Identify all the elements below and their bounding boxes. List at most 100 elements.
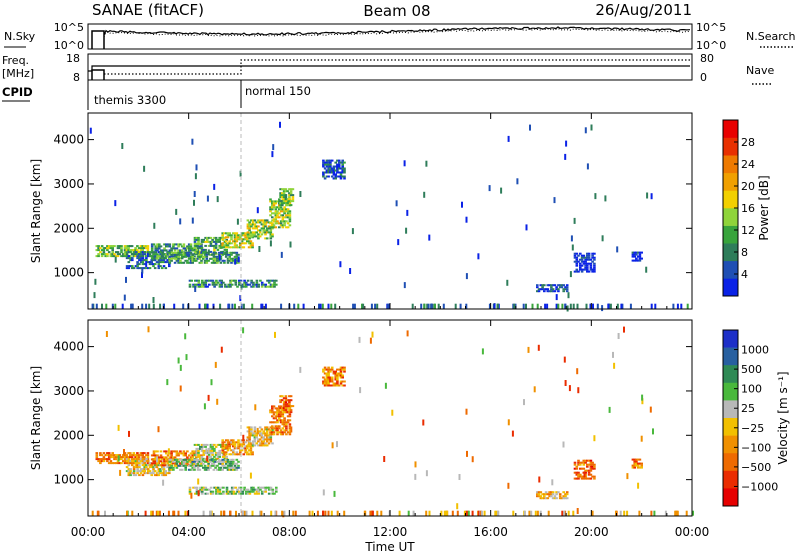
echo-cell — [620, 303, 623, 309]
echo-cell — [221, 236, 224, 239]
echo-cell — [276, 433, 279, 436]
echo-cell — [120, 245, 123, 248]
echo-cell — [161, 464, 165, 467]
echo-cell — [141, 458, 145, 461]
echo-cell — [173, 510, 176, 516]
echo-cell — [95, 249, 99, 252]
echo-cell — [157, 267, 161, 270]
echo-cell — [251, 451, 254, 454]
echo-cell — [264, 225, 267, 228]
echo-cell — [99, 460, 102, 463]
echo-cell — [162, 474, 166, 477]
echo-cell — [593, 252, 596, 255]
echo-cell — [262, 227, 265, 230]
echo-cell — [635, 462, 638, 465]
echo-cell — [327, 171, 330, 174]
echo-cell — [275, 488, 278, 491]
echo-cell — [129, 470, 132, 473]
echo-cell — [341, 165, 344, 168]
echo-cell — [553, 284, 557, 287]
echo-cell — [97, 255, 100, 258]
echo-cell — [274, 212, 278, 215]
echo-cell — [229, 492, 232, 495]
echo-cell — [264, 428, 267, 431]
echo-cell — [291, 194, 295, 197]
echo-cell — [257, 219, 260, 222]
echo-cell — [591, 465, 594, 468]
echo-cell — [276, 431, 279, 434]
echo-cell — [281, 224, 285, 227]
echo-cell — [593, 435, 596, 442]
echo-cell — [289, 395, 293, 398]
echo-cell — [237, 256, 240, 263]
echo-cell — [235, 451, 239, 454]
echo-cell — [168, 255, 172, 258]
echo-cell — [269, 227, 273, 230]
echo-cell — [288, 220, 292, 223]
echo-cell — [106, 247, 109, 250]
echo-cell — [308, 510, 311, 516]
echo-cell — [495, 510, 498, 516]
echo-cell — [539, 495, 543, 498]
echo-cell — [232, 451, 235, 454]
echo-cell — [586, 163, 589, 170]
echo-cell — [339, 380, 343, 383]
echo-cell — [218, 279, 222, 282]
echo-cell — [260, 440, 264, 443]
echo-cell — [166, 255, 170, 258]
echo-cell — [113, 462, 116, 465]
echo-cell — [278, 415, 281, 418]
echo-cell — [272, 206, 276, 209]
echo-cell — [143, 456, 146, 459]
echo-cell — [137, 247, 141, 250]
echo-cell — [261, 303, 264, 309]
echo-cell — [265, 444, 269, 447]
echo-cell — [189, 462, 193, 465]
echo-cell — [207, 464, 210, 467]
echo-cell — [339, 171, 343, 174]
echo-cell — [221, 443, 224, 446]
echo-cell — [339, 376, 343, 379]
echo-cell — [137, 251, 141, 254]
echo-cell — [507, 419, 510, 426]
echo-cell — [141, 468, 145, 471]
echo-cell — [561, 303, 564, 309]
echo-cell — [195, 490, 199, 493]
echo-cell — [223, 261, 226, 264]
echo-cell — [631, 458, 635, 461]
echo-cell — [246, 426, 250, 429]
echo-cell — [253, 231, 257, 234]
echo-cell — [230, 236, 233, 239]
echo-cell — [288, 210, 292, 213]
echo-cell — [278, 216, 281, 219]
velocity-x-ticks: 00:00 04:00 08:00 12:00 16:00 20:00 00:00 — [71, 320, 709, 539]
echo-cell — [141, 251, 145, 254]
echo-cell — [430, 303, 433, 309]
echo-cell — [257, 490, 260, 493]
echo-cell — [463, 510, 466, 516]
echo-cell — [230, 279, 234, 282]
echo-cell — [235, 510, 237, 517]
echo-cell — [184, 452, 187, 455]
echo-cell — [507, 482, 510, 489]
echo-cell — [334, 384, 337, 387]
echo-cell — [548, 491, 551, 494]
echo-cell — [188, 490, 192, 493]
echo-cell — [123, 245, 127, 248]
echo-cell — [587, 471, 591, 474]
echo-cell — [104, 247, 107, 250]
echo-cell — [546, 303, 549, 309]
echo-cell — [161, 456, 165, 459]
echo-cell — [245, 510, 248, 516]
echo-cell — [156, 462, 159, 465]
echo-cell — [204, 443, 207, 446]
echo-cell — [136, 460, 139, 463]
echo-cell — [203, 466, 207, 469]
echo-cell — [269, 233, 273, 236]
echo-cell — [257, 492, 260, 495]
echo-cell — [230, 261, 233, 264]
echo-cell — [593, 477, 596, 480]
echo-cell — [272, 200, 276, 203]
echo-cell — [123, 251, 127, 254]
echo-cell — [228, 234, 231, 237]
